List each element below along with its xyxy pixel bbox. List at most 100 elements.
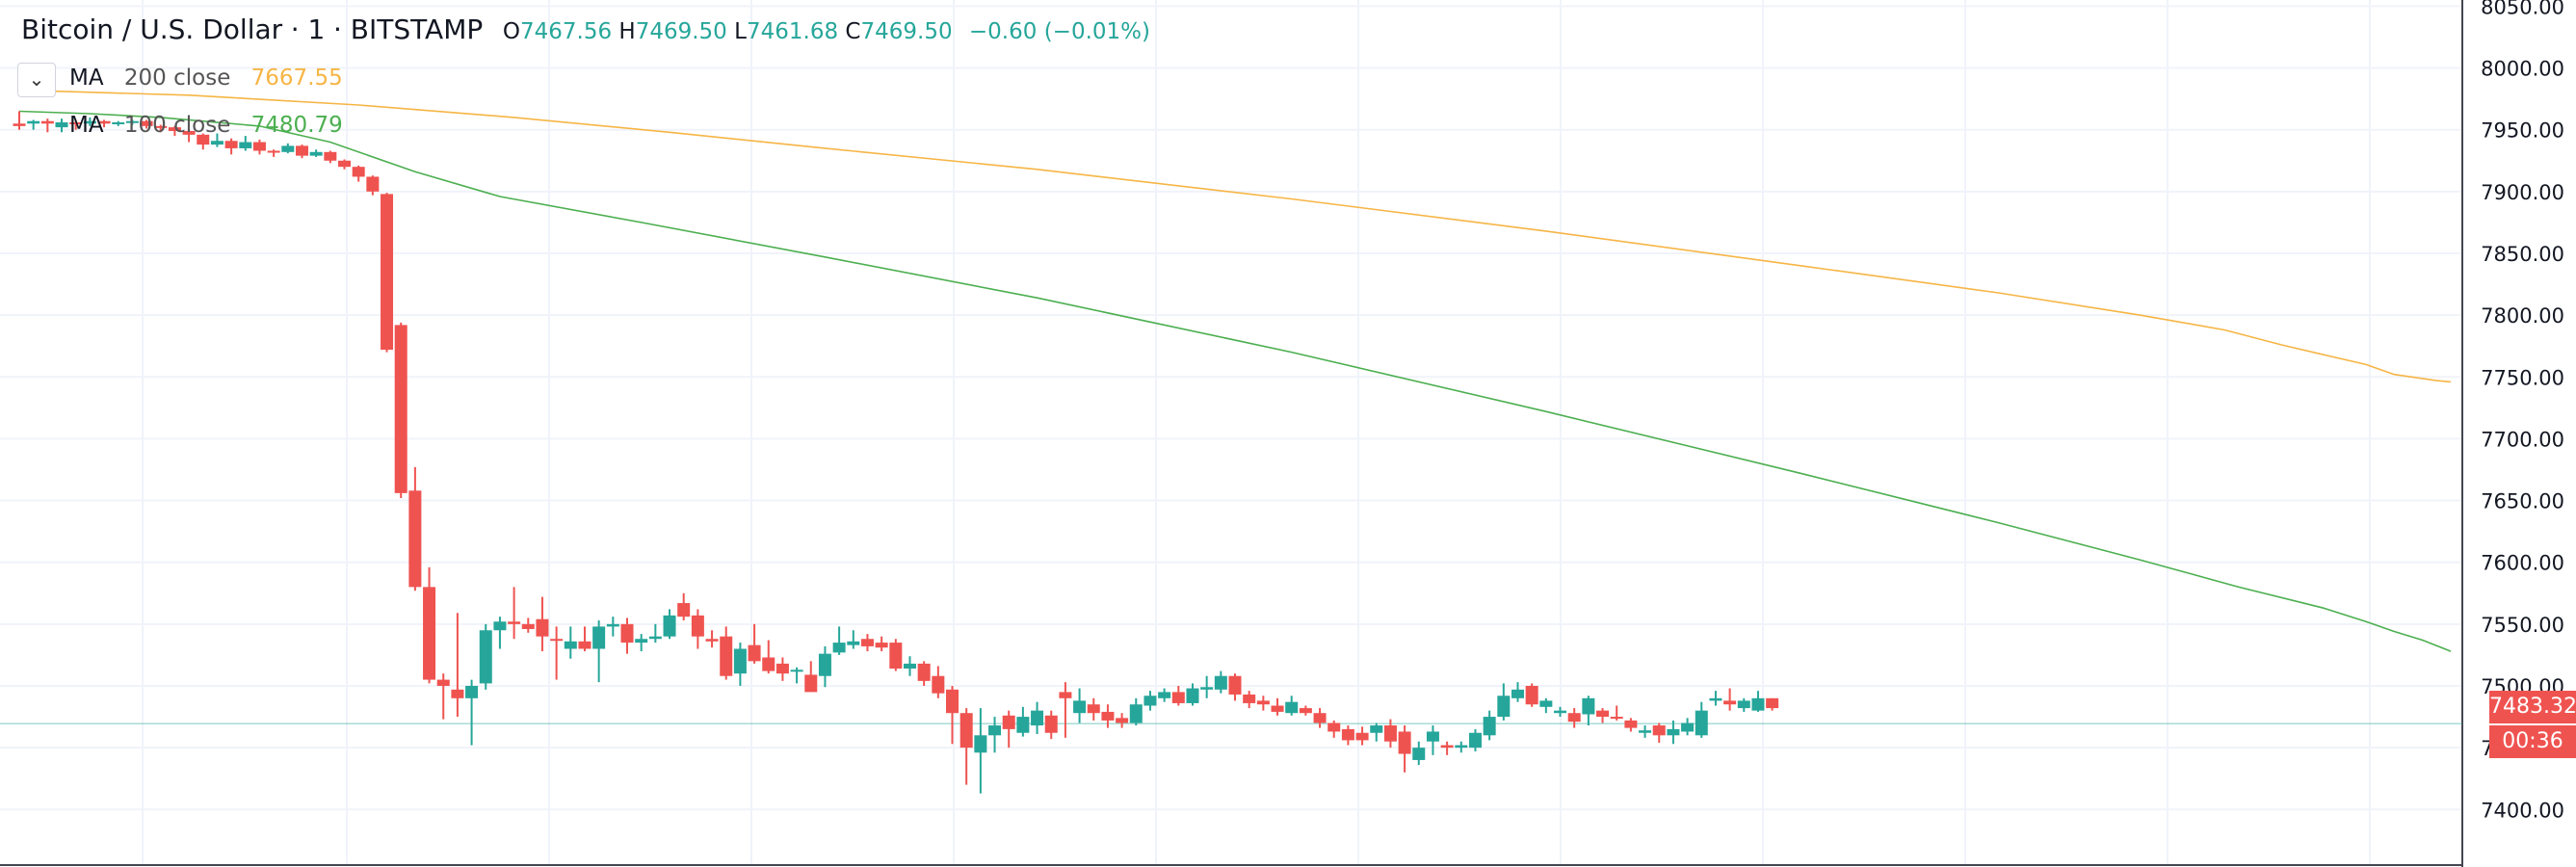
ohlc-values: O7467.56 H7469.50 L7461.68 C7469.50 −0.6… bbox=[503, 19, 1150, 44]
candle-body bbox=[550, 639, 564, 642]
candle-body bbox=[1539, 700, 1553, 707]
ma100-line bbox=[18, 110, 2452, 652]
ma200-line bbox=[18, 89, 2452, 383]
candle-body bbox=[1567, 713, 1581, 722]
candle-body bbox=[932, 675, 945, 694]
high-value: 7469.50 bbox=[635, 19, 727, 44]
candle-body bbox=[790, 670, 803, 672]
low-value: 7461.68 bbox=[746, 19, 839, 44]
candle-body bbox=[762, 657, 775, 671]
open-label: O bbox=[502, 19, 520, 44]
candle-body bbox=[197, 134, 210, 145]
candle-body bbox=[917, 663, 931, 681]
candle-body bbox=[832, 643, 846, 653]
candle-body bbox=[1455, 745, 1468, 749]
y-tick-label: 7750.00 bbox=[2481, 366, 2564, 389]
candle-body bbox=[1582, 697, 1595, 715]
candle-body bbox=[1766, 697, 1779, 709]
indicator-ma200[interactable]: MA 200 close 7667.55 bbox=[69, 66, 343, 91]
candle-body bbox=[182, 130, 196, 135]
y-tick-label: 7900.00 bbox=[2481, 181, 2564, 204]
candle-body bbox=[1200, 687, 1214, 690]
y-tick-label: 7550.00 bbox=[2481, 614, 2564, 637]
candle-body bbox=[40, 120, 54, 124]
candle-body bbox=[140, 120, 153, 126]
bar-countdown-tag: 00:36 bbox=[2489, 725, 2576, 758]
close-value: 7469.50 bbox=[860, 19, 953, 44]
y-tick-label: 7600.00 bbox=[2481, 552, 2564, 575]
indicator-name: MA bbox=[69, 113, 104, 138]
y-tick-label: 7650.00 bbox=[2481, 490, 2564, 513]
candle-body bbox=[112, 122, 125, 125]
candle-body bbox=[889, 643, 903, 670]
last-price-tag: 7483.32 bbox=[2489, 691, 2576, 723]
change-value: −0.60 (−0.01%) bbox=[968, 19, 1150, 44]
candle-body bbox=[1073, 700, 1087, 714]
symbol-name[interactable]: Bitcoin / U.S. Dollar bbox=[21, 13, 283, 45]
candle-body bbox=[436, 679, 450, 686]
candle-body bbox=[974, 735, 987, 753]
y-tick-label: 8050.00 bbox=[2481, 0, 2564, 18]
candle-body bbox=[1044, 715, 1058, 733]
candle-body bbox=[1158, 692, 1171, 698]
candle-body bbox=[97, 120, 111, 124]
candle-body bbox=[536, 618, 549, 637]
candle-body bbox=[1271, 705, 1284, 712]
candle-body bbox=[1737, 700, 1750, 709]
candle-body bbox=[168, 127, 181, 131]
y-tick-label: 7950.00 bbox=[2481, 119, 2564, 143]
candle-body bbox=[1398, 731, 1411, 754]
candle-body bbox=[381, 194, 394, 351]
candle-body bbox=[578, 641, 591, 649]
candle-body bbox=[775, 663, 789, 674]
candle-body bbox=[324, 151, 337, 161]
candle-body bbox=[408, 490, 422, 588]
candle-body bbox=[83, 120, 96, 124]
collapse-indicators-button[interactable]: ⌄ bbox=[17, 63, 56, 97]
candle-body bbox=[804, 674, 818, 693]
candle-body bbox=[1468, 732, 1482, 749]
candle-body bbox=[1129, 704, 1143, 723]
candle-body bbox=[1440, 745, 1454, 749]
candle-body bbox=[733, 648, 747, 674]
candle-body bbox=[748, 644, 761, 662]
candle-body bbox=[1610, 717, 1623, 720]
candle-body bbox=[988, 725, 1002, 736]
candle-body bbox=[1695, 710, 1708, 736]
candle-body bbox=[1186, 688, 1199, 703]
candle-body bbox=[1256, 700, 1270, 705]
candle-body bbox=[1709, 697, 1722, 701]
candle-body bbox=[521, 623, 535, 629]
candle-body bbox=[1313, 713, 1327, 723]
candle-body bbox=[875, 643, 888, 648]
candle-body bbox=[352, 167, 365, 177]
candle-body bbox=[69, 122, 83, 125]
candle-body bbox=[154, 125, 168, 128]
candle-body bbox=[1299, 708, 1312, 714]
candle-body bbox=[1171, 692, 1185, 703]
candle-body bbox=[479, 630, 492, 684]
candle-body bbox=[677, 603, 691, 617]
candle-body bbox=[394, 325, 407, 493]
candle-body bbox=[620, 623, 634, 644]
y-tick-label: 7800.00 bbox=[2481, 304, 2564, 328]
candle-body bbox=[860, 639, 874, 646]
chevron-down-icon: ⌄ bbox=[28, 67, 45, 91]
candle-body bbox=[1525, 685, 1538, 705]
candle-body bbox=[1355, 732, 1369, 741]
candle-body bbox=[281, 145, 295, 152]
candle-body bbox=[1412, 748, 1426, 760]
candle-body bbox=[27, 120, 40, 124]
candle-body bbox=[1426, 731, 1439, 742]
candle-body bbox=[338, 160, 352, 168]
candle-body bbox=[224, 141, 238, 148]
interval-label[interactable]: 1 bbox=[307, 13, 326, 45]
indicator-ma100[interactable]: MA 100 close 7480.79 bbox=[69, 113, 343, 138]
candle-body bbox=[691, 615, 704, 637]
candle-body bbox=[1723, 700, 1737, 705]
candle-body bbox=[1383, 725, 1397, 742]
candle-body bbox=[252, 142, 266, 151]
candle-body bbox=[1101, 711, 1115, 721]
candle-body bbox=[1681, 722, 1695, 732]
